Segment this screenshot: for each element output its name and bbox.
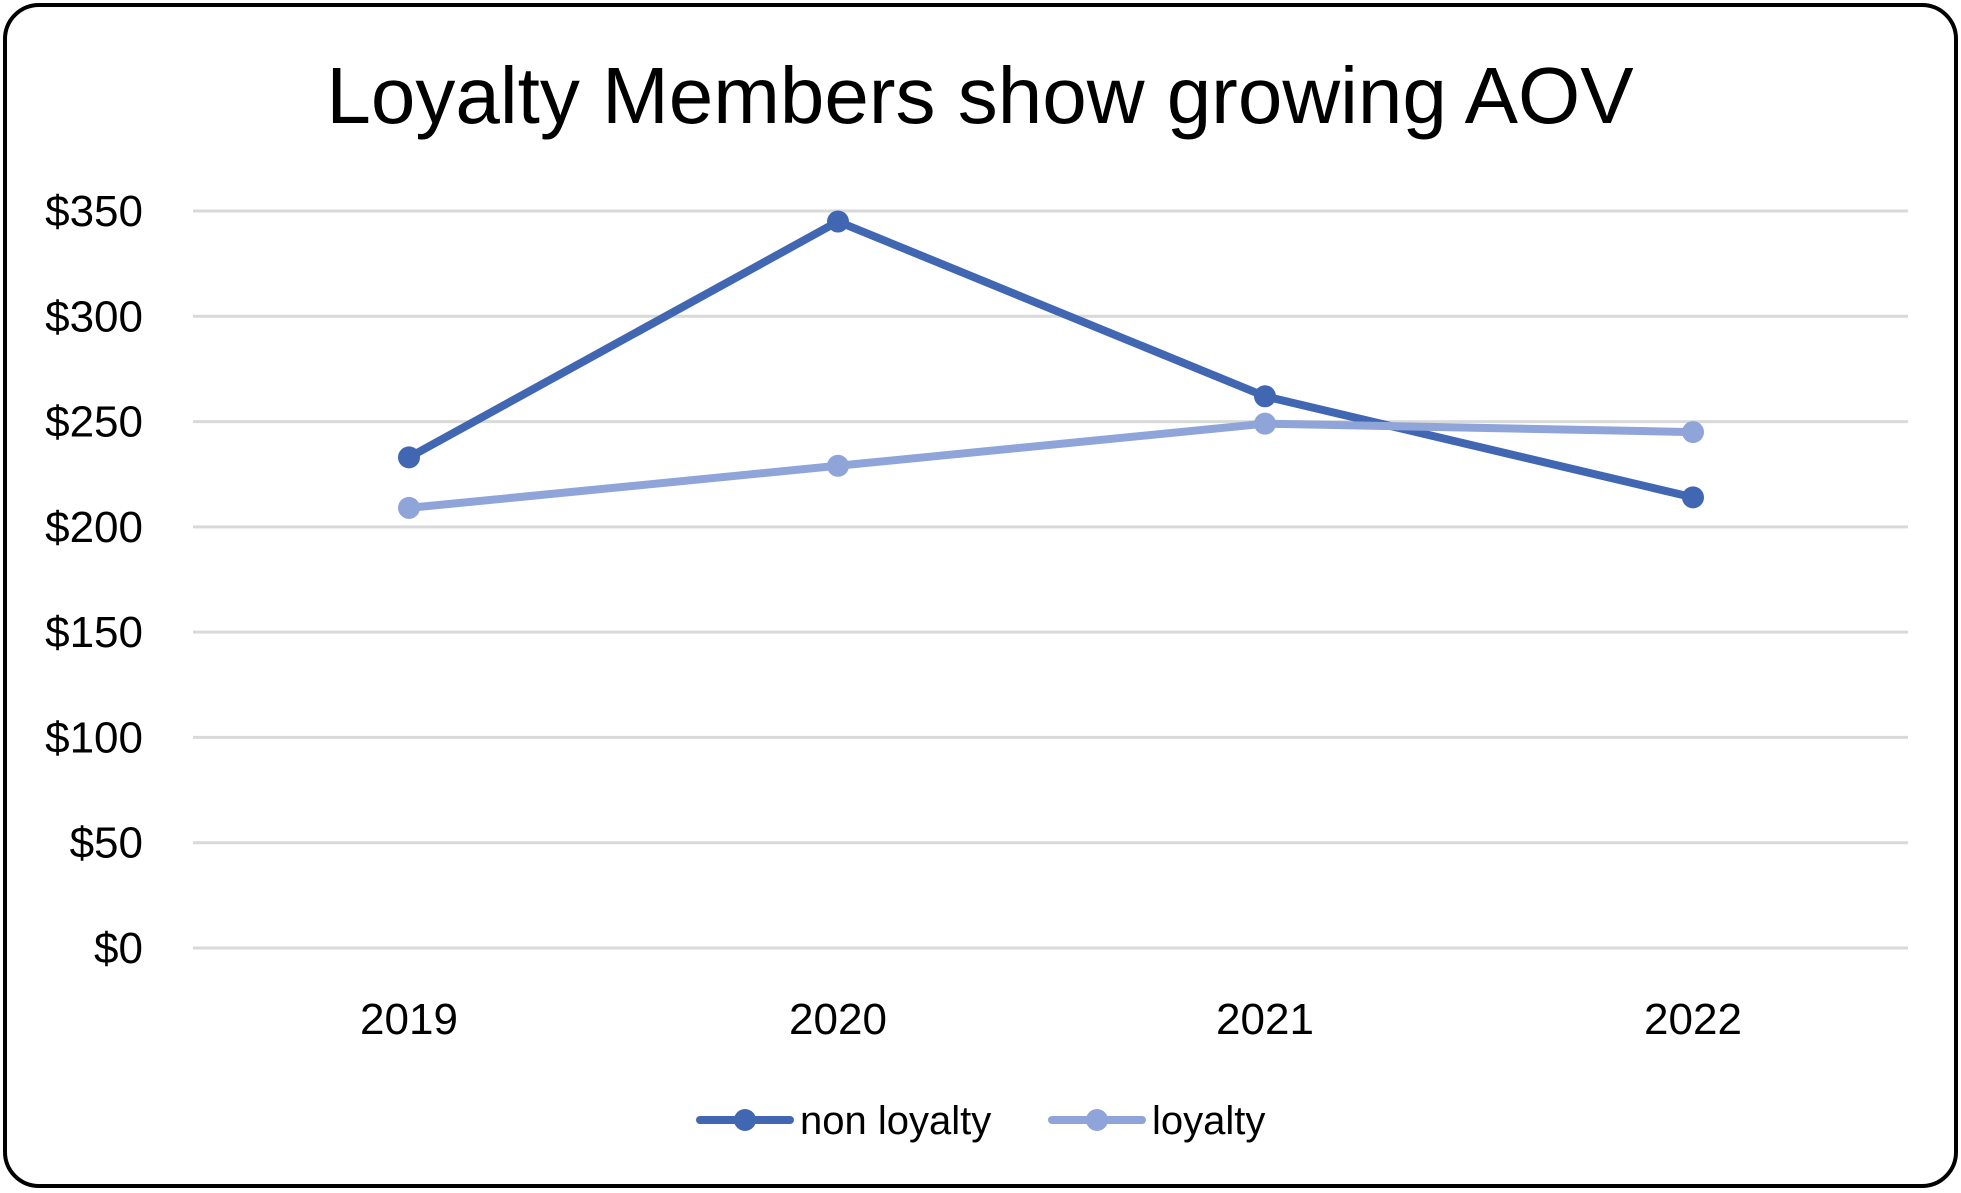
y-tick-label: $350: [45, 187, 143, 236]
legend-item: loyalty: [1048, 1099, 1265, 1143]
y-tick-label: $250: [45, 398, 143, 447]
legend-item: non loyalty: [696, 1099, 991, 1143]
chart-frame: [3, 3, 1958, 1188]
chart-title: Loyalty Members show growing AOV: [326, 51, 1634, 140]
data-point: [398, 446, 420, 469]
data-point: [1254, 412, 1276, 435]
series-loyalty: [398, 412, 1704, 519]
y-tick-label: $50: [70, 819, 143, 868]
data-point: [1254, 385, 1276, 408]
series-non-loyalty: [398, 210, 1704, 509]
x-tick-label: 2022: [1644, 995, 1742, 1044]
x-axis-tick-labels: 2019 2020 2021 2022: [360, 995, 1742, 1044]
y-tick-label: $300: [45, 292, 143, 341]
data-point: [1682, 421, 1704, 444]
legend-label: non loyalty: [800, 1099, 991, 1143]
y-tick-label: $100: [45, 713, 143, 762]
legend-swatch-marker: [1086, 1109, 1108, 1131]
series-line: [405, 419, 1697, 512]
y-tick-label: $150: [45, 608, 143, 657]
series-lines: [398, 210, 1704, 519]
series-line: [405, 217, 1697, 502]
legend-label: loyalty: [1152, 1099, 1265, 1143]
y-tick-label: $0: [94, 924, 143, 973]
data-point: [827, 210, 849, 233]
data-point: [1682, 486, 1704, 509]
legend: non loyalty loyalty: [696, 1099, 1265, 1143]
data-point: [398, 496, 420, 519]
data-point: [827, 454, 849, 477]
gridlines: [193, 209, 1908, 950]
x-tick-label: 2019: [360, 995, 458, 1044]
y-tick-label: $200: [45, 503, 143, 552]
x-tick-label: 2020: [789, 995, 887, 1044]
y-axis-tick-labels: $0 $50 $100 $150 $200 $250 $300 $350: [45, 187, 143, 973]
x-tick-label: 2021: [1216, 995, 1314, 1044]
legend-swatch-marker: [734, 1109, 756, 1131]
